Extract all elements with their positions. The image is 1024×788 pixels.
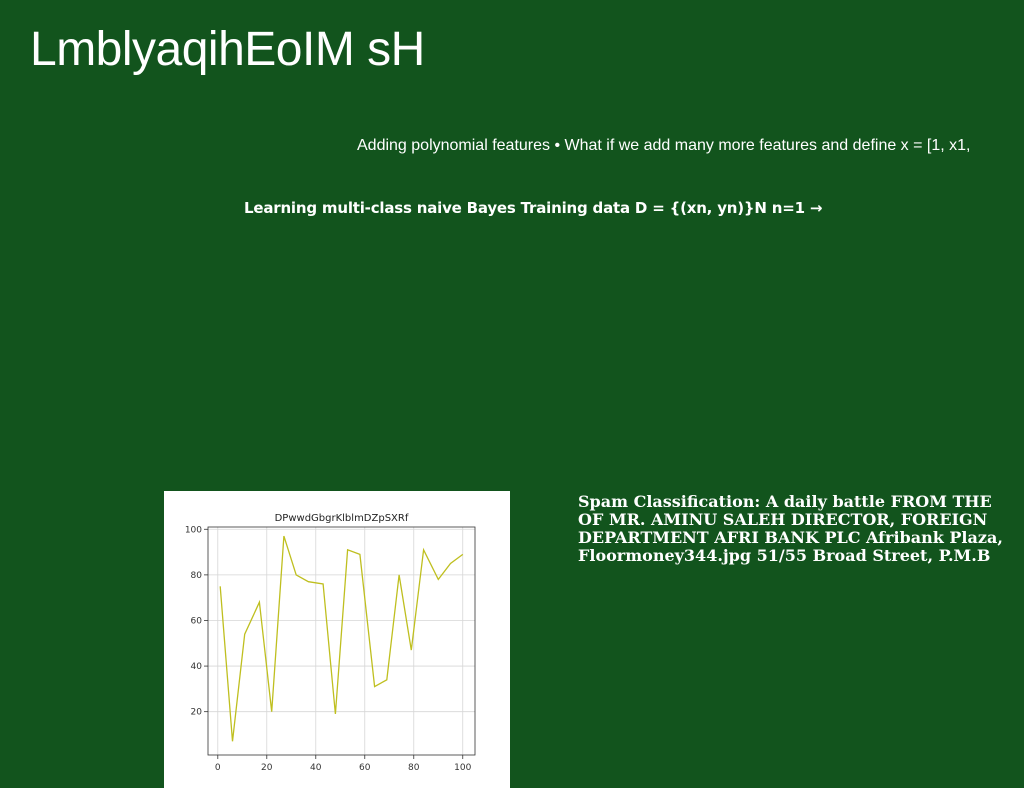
y-tick-label: 20 xyxy=(191,708,203,718)
y-tick-label: 100 xyxy=(185,525,202,535)
x-tick-label: 40 xyxy=(310,763,322,773)
line-chart: 0 20 40 60 80 100 20 40 60 80 100 DPwwdGbgrKlblmDZp… xyxy=(185,513,476,773)
x-tick-label: 80 xyxy=(408,763,420,773)
y-tick-label: 40 xyxy=(191,662,203,672)
series-line xyxy=(219,535,464,742)
y-tick-label: 60 xyxy=(191,616,203,626)
x-tick-label: 100 xyxy=(454,763,471,773)
naive-bayes-text: Learning multi-class naive Bayes Trainin… xyxy=(244,199,823,217)
slide-title: LmblyaqihEoIM sH xyxy=(30,23,425,76)
polynomial-features-text: Adding polynomial features • What if we … xyxy=(357,137,971,154)
x-tick-label: 60 xyxy=(359,763,371,773)
chart-image: 0 20 40 60 80 100 20 40 60 80 100 DPwwdGbgrKlblmDZp… xyxy=(164,491,510,788)
x-tick-label: 20 xyxy=(261,763,273,773)
spam-classification-text: Spam Classification: A daily battle FROM… xyxy=(578,492,1003,565)
x-tick-label: 0 xyxy=(215,763,221,773)
y-tick-label: 80 xyxy=(191,571,203,581)
plot-frame xyxy=(207,526,476,756)
chart-title: DPwwdGbgrKlblmDZpSXRf xyxy=(275,513,409,524)
